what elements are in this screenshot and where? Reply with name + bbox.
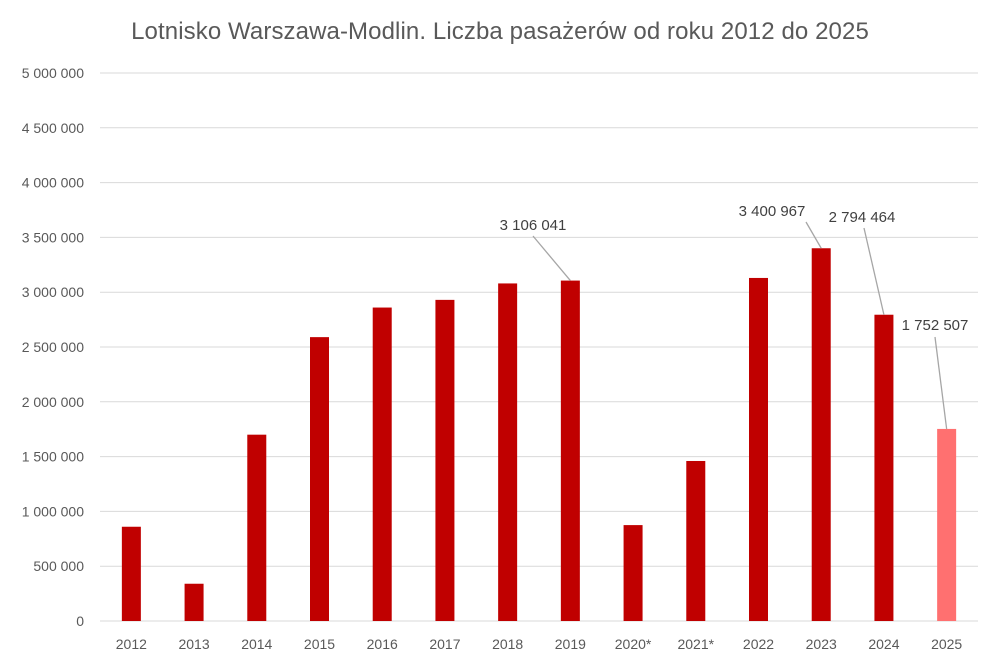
y-tick-label: 4 500 000 bbox=[22, 120, 84, 136]
y-tick-label: 3 500 000 bbox=[22, 229, 84, 245]
data-label-2025: 1 752 507 bbox=[902, 317, 969, 334]
bar-2023 bbox=[811, 248, 831, 621]
bar-2013 bbox=[184, 583, 204, 621]
leader-line bbox=[934, 336, 948, 430]
x-tick-label: 2012 bbox=[116, 636, 147, 652]
bar-2019 bbox=[560, 280, 580, 621]
leader-line bbox=[805, 221, 822, 249]
x-tick-label: 2024 bbox=[868, 636, 899, 652]
bar-2021-star bbox=[686, 460, 706, 621]
y-tick-label: 0 bbox=[76, 613, 84, 629]
x-tick-label: 2014 bbox=[241, 636, 272, 652]
leader-line bbox=[863, 227, 885, 315]
bar-2012 bbox=[121, 526, 141, 621]
y-tick-label: 2 500 000 bbox=[22, 339, 84, 355]
bar-2025 bbox=[937, 428, 957, 621]
y-tick-label: 500 000 bbox=[33, 558, 84, 574]
x-tick-label: 2018 bbox=[492, 636, 523, 652]
bar-2015 bbox=[310, 337, 329, 621]
y-tick-label: 5 000 000 bbox=[22, 65, 84, 81]
x-tick-label: 2020* bbox=[615, 636, 652, 652]
bar-2018 bbox=[498, 283, 518, 621]
bar-2016 bbox=[372, 307, 392, 621]
x-tick-label: 2015 bbox=[304, 636, 335, 652]
bar-2022 bbox=[749, 277, 768, 621]
x-tick-label: 2013 bbox=[178, 636, 209, 652]
bar-2017 bbox=[435, 299, 455, 621]
bar-2024 bbox=[874, 314, 894, 621]
x-tick-label: 2022 bbox=[743, 636, 774, 652]
y-tick-label: 1 500 000 bbox=[22, 449, 84, 465]
data-label-2024: 2 794 464 bbox=[829, 209, 896, 226]
x-tick-label: 2016 bbox=[367, 636, 398, 652]
x-tick-label: 2019 bbox=[555, 636, 586, 652]
bar-2020-star bbox=[623, 525, 643, 621]
y-tick-label: 2 000 000 bbox=[22, 394, 84, 410]
x-tick-label: 2021* bbox=[677, 636, 714, 652]
leader-line bbox=[532, 235, 571, 281]
chart-title: Lotnisko Warszawa-Modlin. Liczba pasażer… bbox=[131, 18, 869, 45]
data-label-2023: 3 400 967 bbox=[739, 203, 806, 220]
y-tick-label: 4 000 000 bbox=[22, 175, 84, 191]
x-tick-label: 2017 bbox=[429, 636, 460, 652]
x-tick-label: 2023 bbox=[806, 636, 837, 652]
data-label-2019: 3 106 041 bbox=[500, 217, 567, 234]
y-tick-label: 3 000 000 bbox=[22, 284, 84, 300]
x-tick-label: 2025 bbox=[931, 636, 962, 652]
bar-2014 bbox=[247, 434, 267, 621]
y-tick-label: 1 000 000 bbox=[22, 503, 84, 519]
